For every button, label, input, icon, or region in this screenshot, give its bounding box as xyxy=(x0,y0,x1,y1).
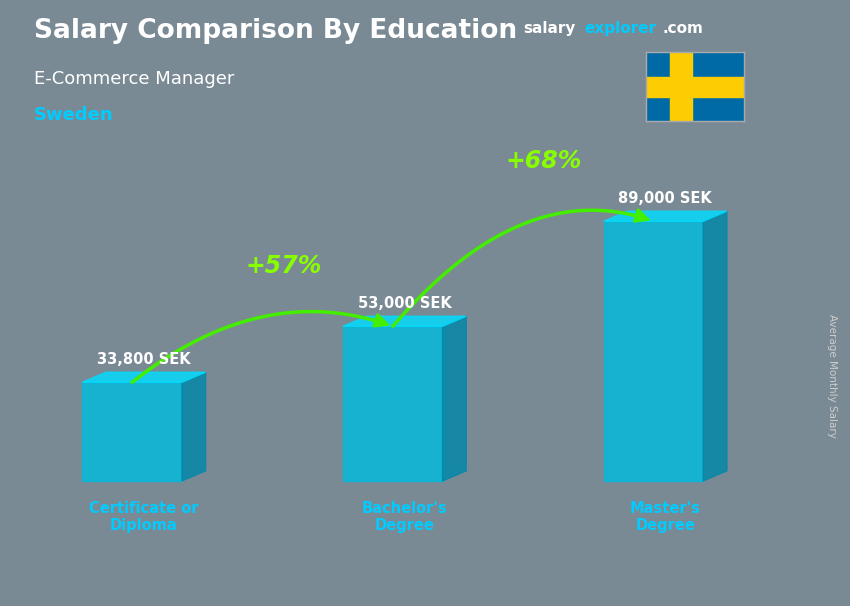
Polygon shape xyxy=(604,211,727,221)
Text: Average Monthly Salary: Average Monthly Salary xyxy=(827,314,837,438)
Text: Master's
Degree: Master's Degree xyxy=(630,501,700,533)
Text: Bachelor's
Degree: Bachelor's Degree xyxy=(362,501,447,533)
Polygon shape xyxy=(703,211,727,481)
Polygon shape xyxy=(82,372,206,382)
Text: Sweden: Sweden xyxy=(34,106,114,124)
Text: .com: .com xyxy=(663,21,704,36)
Text: +57%: +57% xyxy=(245,254,321,278)
Text: 53,000 SEK: 53,000 SEK xyxy=(358,296,451,311)
Bar xyxy=(646,78,744,97)
Polygon shape xyxy=(443,316,467,481)
Polygon shape xyxy=(82,382,182,481)
Text: Certificate or
Diploma: Certificate or Diploma xyxy=(89,501,199,533)
Text: 33,800 SEK: 33,800 SEK xyxy=(97,352,190,367)
Text: E-Commerce Manager: E-Commerce Manager xyxy=(34,70,235,88)
Polygon shape xyxy=(604,221,703,481)
Text: +68%: +68% xyxy=(506,148,582,173)
Text: explorer: explorer xyxy=(584,21,656,36)
Polygon shape xyxy=(343,326,443,481)
Text: salary: salary xyxy=(523,21,575,36)
Text: Salary Comparison By Education: Salary Comparison By Education xyxy=(34,18,517,44)
Bar xyxy=(671,52,692,121)
Polygon shape xyxy=(182,372,206,481)
Polygon shape xyxy=(343,316,467,326)
Text: 89,000 SEK: 89,000 SEK xyxy=(619,191,712,206)
